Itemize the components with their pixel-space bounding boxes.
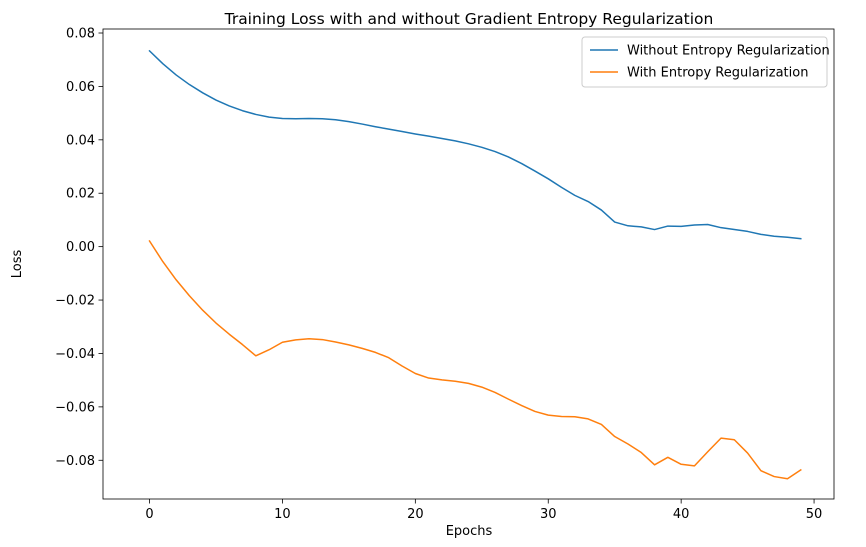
- legend-box: [581, 36, 828, 88]
- y-tick-label: −0.04: [55, 347, 95, 362]
- series-line-2: [148, 239, 802, 480]
- legend: Without Entropy Regularization With Entro…: [581, 36, 830, 88]
- x-tick-label: 0: [145, 507, 153, 522]
- x-tick-label: 50: [806, 507, 823, 522]
- y-tick-label: −0.06: [55, 400, 95, 415]
- x-tick-label: 20: [407, 507, 424, 522]
- y-tick-label: 0.02: [66, 187, 95, 202]
- y-axis-label: Loss: [10, 250, 25, 279]
- x-tick-label: 10: [274, 507, 291, 522]
- plot-frame: [102, 28, 835, 500]
- y-tick-label: 0.08: [66, 27, 95, 42]
- x-tick-label: 40: [673, 507, 690, 522]
- chart-title: Training Loss with and without Gradient …: [224, 10, 714, 28]
- x-tick-label: 30: [540, 507, 557, 522]
- legend-label-1: Without Entropy Regularization: [627, 44, 830, 59]
- legend-label-2: With Entropy Regularization: [627, 66, 808, 81]
- y-tick-label: 0.06: [66, 80, 95, 95]
- series-line-1: [148, 49, 802, 240]
- y-tick-label: 0.00: [66, 240, 95, 255]
- y-tick-label: −0.02: [55, 294, 95, 309]
- y-tick-label: 0.04: [66, 133, 95, 148]
- x-axis-label: Epochs: [446, 524, 493, 539]
- plot-area: 0 10 20 30 40 50 −0.08 −0.06 −0.04 −0.02 0.00 0.02 0…: [55, 27, 835, 522]
- y-tick-label: −0.08: [55, 454, 95, 469]
